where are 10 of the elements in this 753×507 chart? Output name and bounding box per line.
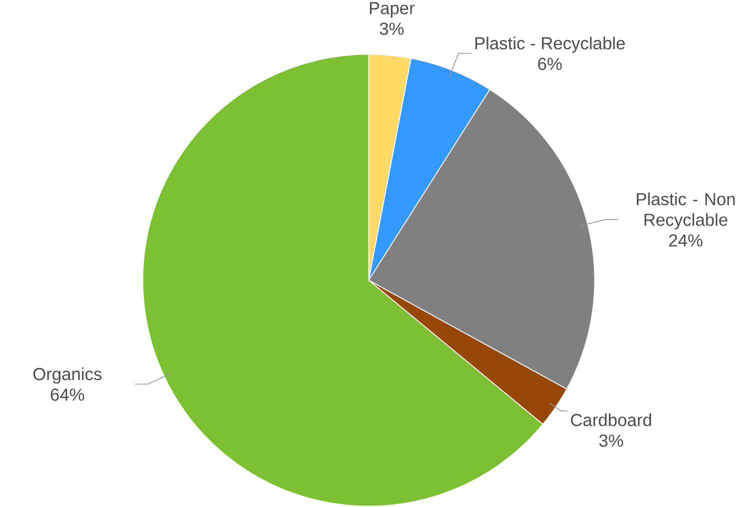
slice-label: Plastic - Recyclable bbox=[475, 36, 625, 54]
data-label: 24% bbox=[669, 234, 702, 247]
slice-label: Plastic - Non Recyclable bbox=[636, 192, 735, 230]
data-label: 6% bbox=[538, 58, 562, 70]
data-label: 64% bbox=[50, 388, 84, 402]
slice-label: Cardboard bbox=[570, 414, 652, 426]
slice-label: Organics bbox=[33, 368, 102, 384]
data-label: 3% bbox=[599, 434, 624, 448]
data-label: 3% bbox=[380, 22, 404, 36]
slice-label: Paper bbox=[370, 2, 415, 18]
